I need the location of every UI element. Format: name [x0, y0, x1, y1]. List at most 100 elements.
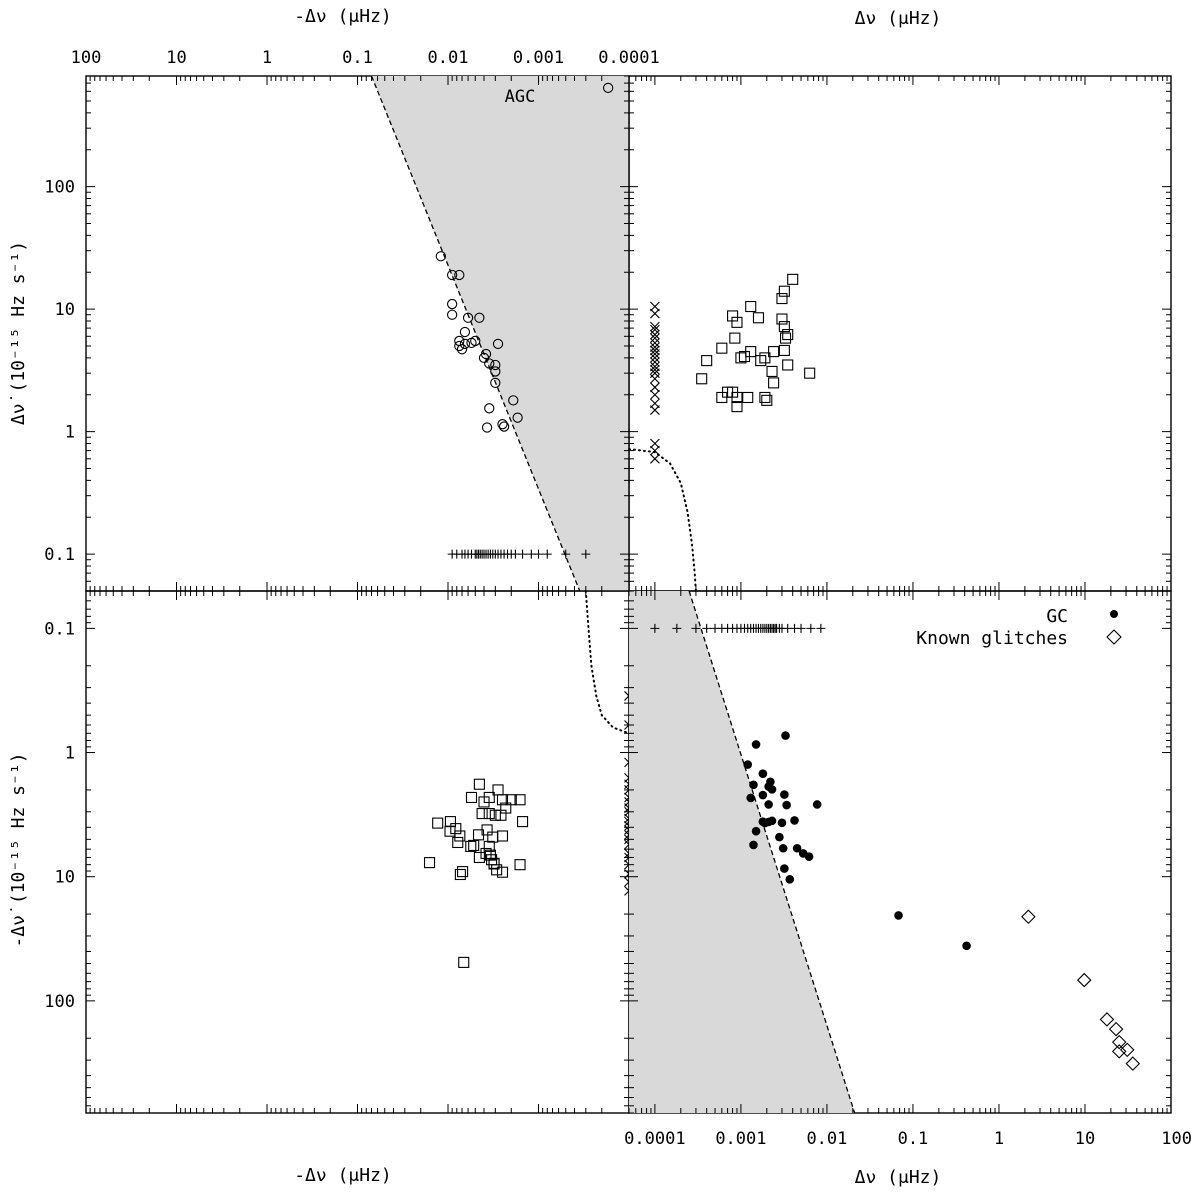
dashed-boundary-line [370, 75, 581, 592]
shaded-region [629, 591, 855, 1113]
square-point [491, 864, 503, 876]
filled-circle-point [764, 800, 773, 809]
square-point [496, 866, 509, 878]
circle-point [459, 338, 471, 350]
dotted-curve [628, 448, 697, 592]
circle-point [490, 359, 501, 371]
y-tick-label: 0.1 [44, 545, 75, 565]
plus-point [672, 623, 682, 633]
series-circle [435, 251, 523, 433]
square-point [496, 794, 509, 806]
panel-bottom-left-frame [85, 590, 630, 1114]
filled-circle-point [743, 760, 753, 769]
square-point [745, 300, 757, 313]
top-left-y-axis-label: Δν̇ (10⁻¹⁵ Hz s⁻¹) [8, 241, 29, 425]
square-point [489, 809, 501, 821]
panel-top-right [628, 75, 1172, 592]
square-point [450, 823, 462, 835]
square-point [701, 355, 713, 367]
filled-circle-point [777, 818, 787, 828]
panel-bottom-right: 0.0001 0.001 0.01 0.1 1 10 100 [624, 590, 1192, 1149]
cross-point [650, 349, 660, 359]
plus-point [542, 549, 552, 559]
filled-circle-point [767, 785, 777, 794]
square-point [423, 857, 436, 869]
cross-point [650, 445, 660, 456]
square-point [716, 342, 728, 354]
bottom-left-y-axis-label: -Δν̇ (10⁻¹⁵ Hz s⁻¹) [8, 752, 29, 947]
y-tick-label: 100 [44, 992, 75, 1012]
panel-top-right-frame [628, 75, 1172, 592]
dotted-curve [584, 590, 630, 735]
square-point [776, 313, 788, 325]
filled-circle-point [780, 864, 789, 873]
square-point [432, 817, 444, 829]
circle-point [446, 269, 458, 281]
circle-point [459, 326, 471, 338]
square-point [731, 401, 743, 413]
series-cross [650, 301, 660, 464]
y-tick-label: 1 [65, 423, 75, 443]
circle-point [481, 422, 493, 433]
square-point [735, 352, 747, 364]
cross-point [650, 342, 660, 352]
circle-point [498, 421, 510, 432]
square-point [454, 830, 466, 842]
square-point [452, 836, 464, 849]
diamond-point [1111, 1034, 1127, 1050]
shaded-region [371, 76, 629, 591]
square-point [768, 346, 780, 358]
diamond-point [1099, 1012, 1115, 1027]
cross-point [650, 338, 660, 348]
square-point [487, 831, 499, 843]
square-point [457, 866, 469, 878]
filled-circle-point [764, 817, 773, 827]
cross-point [650, 373, 660, 384]
square-point [476, 808, 488, 820]
legend-label-gc: GC [1046, 606, 1068, 627]
filled-circle-point [785, 875, 795, 884]
filled-circle-point [894, 911, 903, 920]
plus-point [691, 623, 701, 633]
square-point [514, 859, 526, 871]
series-plus [650, 623, 826, 633]
series-plus [447, 549, 591, 559]
square-point [759, 391, 771, 404]
circle-point [508, 395, 519, 406]
agc-annotation: AGC [505, 87, 536, 107]
square-point [716, 391, 728, 404]
square-point [458, 956, 470, 968]
plus-point [534, 549, 543, 559]
diamond-point [1076, 972, 1092, 988]
filled-circle-point [962, 941, 971, 951]
top-right-x-axis-label: Δν (μHz) [855, 8, 942, 29]
bottom-left-x-axis-label: -Δν (μHz) [294, 1165, 392, 1186]
diamond-point [1125, 1056, 1141, 1071]
agc-point [602, 82, 614, 94]
cross-point [650, 382, 660, 393]
circle-point [492, 338, 504, 350]
legend-marker-gc [1110, 610, 1118, 618]
panel-top-left: 100 10 1 0.1 0.01 0.001 0.0001 0.1 1 10 100 [44, 48, 660, 592]
cross-point [650, 345, 660, 356]
series-square [423, 778, 529, 968]
plus-point [561, 549, 571, 559]
panel-bottom-left: 0.1 1 10 100 [44, 590, 634, 1114]
square-point [752, 312, 765, 324]
plus-point [702, 623, 712, 633]
circle-point [456, 344, 468, 355]
filled-circle-point [749, 840, 758, 850]
square-point [738, 351, 751, 363]
x-tick-label: 0.001 [513, 48, 564, 68]
x-tick-label: 0.0001 [598, 48, 659, 68]
filled-circle-point [749, 780, 758, 790]
square-point [779, 332, 792, 344]
square-point [742, 391, 754, 404]
plus-point [816, 623, 826, 633]
dashed-boundary-line [688, 590, 856, 1114]
square-point [496, 830, 509, 842]
square-point [495, 809, 507, 821]
square-point [483, 808, 495, 820]
diamond-point [1111, 1044, 1127, 1059]
